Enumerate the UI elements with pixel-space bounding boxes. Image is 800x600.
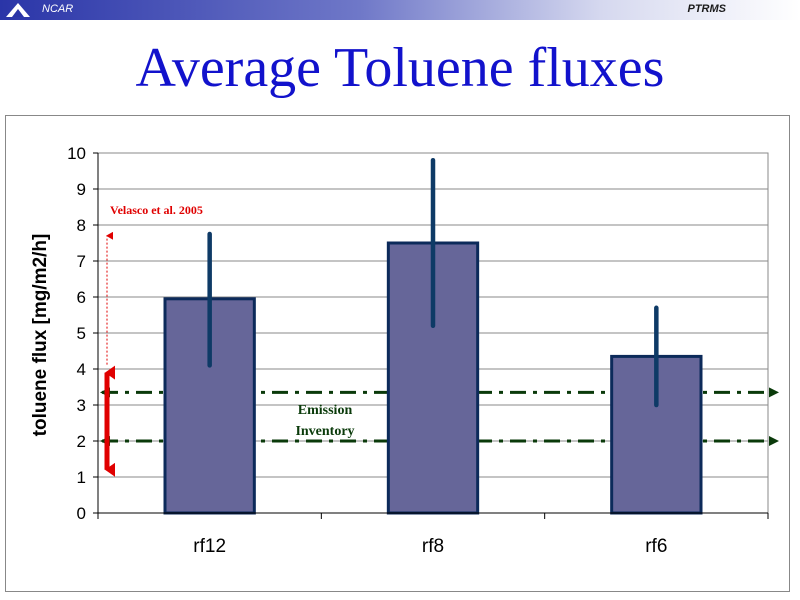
emission-annotation: Emission [298,403,353,418]
y-tick-label: 5 [77,324,86,343]
org-name: NCAR [42,3,74,15]
header-bar: NCAR PTRMS [0,0,800,20]
y-tick-label: 10 [67,144,86,163]
inventory-annotation: Inventory [295,424,354,439]
slide-title: Average Toluene fluxes [135,37,665,99]
ncar-logo-icon [6,3,30,17]
y-tick-label: 1 [77,468,86,487]
y-tick-label: 9 [77,180,86,199]
y-axis-label: toluene flux [mg/m2/h] [30,234,51,437]
x-tick-label: rf12 [193,536,226,557]
y-tick-label: 2 [77,432,86,451]
y-tick-label: 6 [77,288,86,307]
x-tick-label: rf6 [645,536,667,557]
y-tick-label: 7 [77,252,86,271]
y-tick-label: 3 [77,396,86,415]
y-tick-label: 8 [77,216,86,235]
project-name: PTRMS [687,3,727,15]
x-tick-label: rf8 [422,536,444,557]
y-tick-label: 4 [77,360,86,379]
velasco-label: Velasco et al. 2005 [110,203,203,217]
y-tick-label: 0 [77,504,86,523]
